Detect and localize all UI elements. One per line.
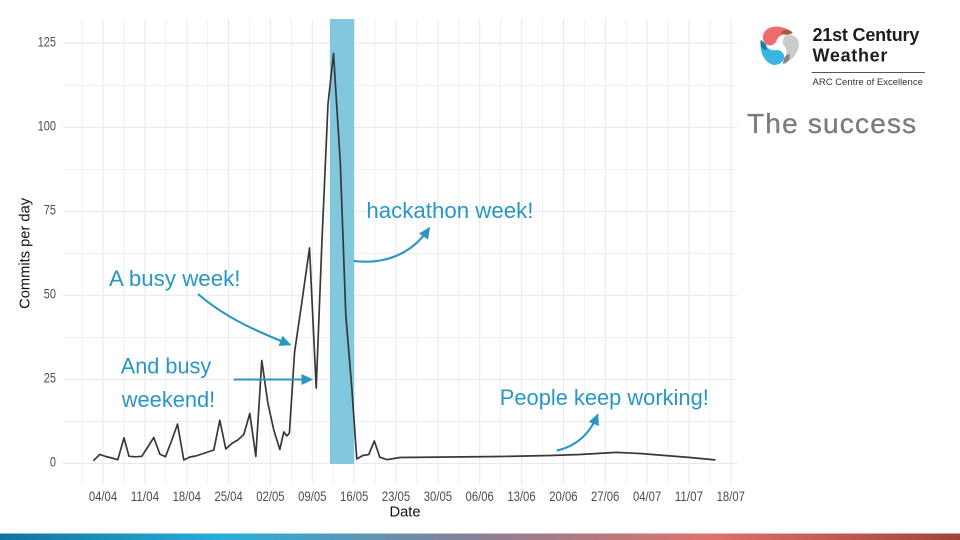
svg-text:A busy week!: A busy week! [109,266,241,291]
svg-text:Date: Date [389,504,420,520]
svg-text:25: 25 [44,370,56,385]
svg-text:125: 125 [38,34,56,49]
svg-text:21st Century: 21st Century [813,25,920,45]
svg-text:04/07: 04/07 [633,489,661,504]
svg-text:23/05: 23/05 [382,489,410,504]
svg-text:People keep working!: People keep working! [500,385,709,410]
svg-text:Commits per day: Commits per day [18,197,34,309]
svg-text:11/04: 11/04 [131,489,160,504]
svg-text:30/05: 30/05 [424,489,452,504]
svg-text:hackathon week!: hackathon week! [366,198,533,223]
svg-text:50: 50 [44,286,56,301]
svg-text:16/05: 16/05 [340,489,368,504]
svg-text:09/05: 09/05 [298,489,326,504]
svg-text:18/04: 18/04 [173,489,202,504]
svg-text:100: 100 [38,118,56,133]
svg-text:weekend!: weekend! [121,387,215,412]
svg-text:11/07: 11/07 [675,489,703,504]
svg-text:0: 0 [50,455,56,470]
svg-text:Weather: Weather [813,46,889,66]
svg-text:75: 75 [44,202,56,217]
svg-text:18/07: 18/07 [717,489,745,504]
svg-text:04/04: 04/04 [89,489,118,504]
svg-text:25/04: 25/04 [214,489,243,504]
svg-text:02/05: 02/05 [256,489,284,504]
svg-text:06/06: 06/06 [466,489,494,504]
svg-text:27/06: 27/06 [591,489,619,504]
svg-text:And busy: And busy [121,354,212,379]
svg-text:20/06: 20/06 [549,489,577,504]
svg-text:ARC Centre of Excellence: ARC Centre of Excellence [813,77,923,88]
svg-text:The success: The success [747,108,917,139]
svg-text:13/06: 13/06 [507,489,535,504]
